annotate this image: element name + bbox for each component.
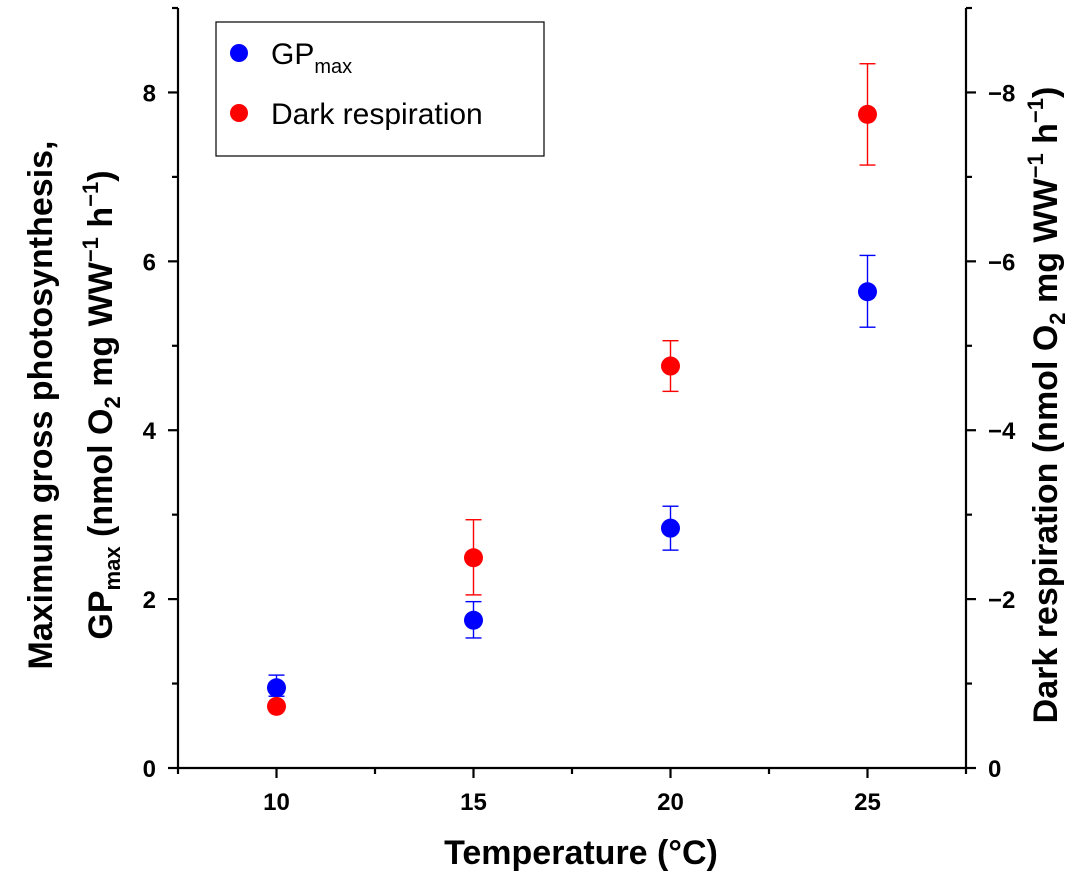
data-point <box>661 518 680 538</box>
y-axis-title-line2: GPmax (nmol O2 mg WW−1 h−1) <box>78 170 125 639</box>
axes: 10 15 20 25 0 2 4 6 8 0 −2 −4 −6 −8 <box>143 6 1016 816</box>
data-point <box>858 282 877 302</box>
legend-marker-dark-respiration <box>230 104 248 122</box>
y-tick-label: 4 <box>143 418 157 445</box>
y-tick-label: 8 <box>143 80 156 107</box>
y2-tick-label: −8 <box>988 80 1015 107</box>
x-tick-label: 20 <box>657 789 684 816</box>
y2-tick-label: 0 <box>988 756 1001 783</box>
data-point <box>464 548 483 568</box>
data-point <box>267 678 286 698</box>
series-0 <box>267 254 877 698</box>
legend-box <box>215 21 545 157</box>
y2-axis-title-text: Dark respiration (nmol O2 mg WW−1 h−1) <box>1023 87 1070 724</box>
y-axis-title: Maximum gross photosynthesis, GPmax (nmo… <box>22 141 125 670</box>
y2-axis-title: Dark respiration (nmol O2 mg WW−1 h−1) <box>1023 87 1070 724</box>
legend: GPmax Dark respiration <box>215 21 545 157</box>
x-tick-label: 25 <box>854 789 881 816</box>
x-tick-label: 15 <box>460 789 487 816</box>
y-tick-label: 0 <box>143 756 156 783</box>
y-tick-label: 6 <box>143 249 156 276</box>
y-tick-label: 2 <box>143 587 156 614</box>
x-tick-label: 10 <box>263 789 290 816</box>
legend-label-gpmax: GPmax <box>271 38 352 78</box>
data-point <box>661 356 680 376</box>
series-1 <box>267 63 877 716</box>
data-marks <box>267 63 877 716</box>
data-point <box>858 104 877 124</box>
y-axis-title-line1: Maximum gross photosynthesis, <box>22 141 60 670</box>
y2-tick-label: −6 <box>988 249 1015 276</box>
data-point <box>464 610 483 630</box>
data-point <box>267 696 286 716</box>
y2-tick-label: −4 <box>988 418 1016 445</box>
y2-tick-label: −2 <box>988 587 1015 614</box>
legend-label-dark-respiration: Dark respiration <box>271 98 483 131</box>
x-axis-title: Temperature (°C) <box>444 834 718 872</box>
legend-marker-gpmax <box>230 44 248 62</box>
